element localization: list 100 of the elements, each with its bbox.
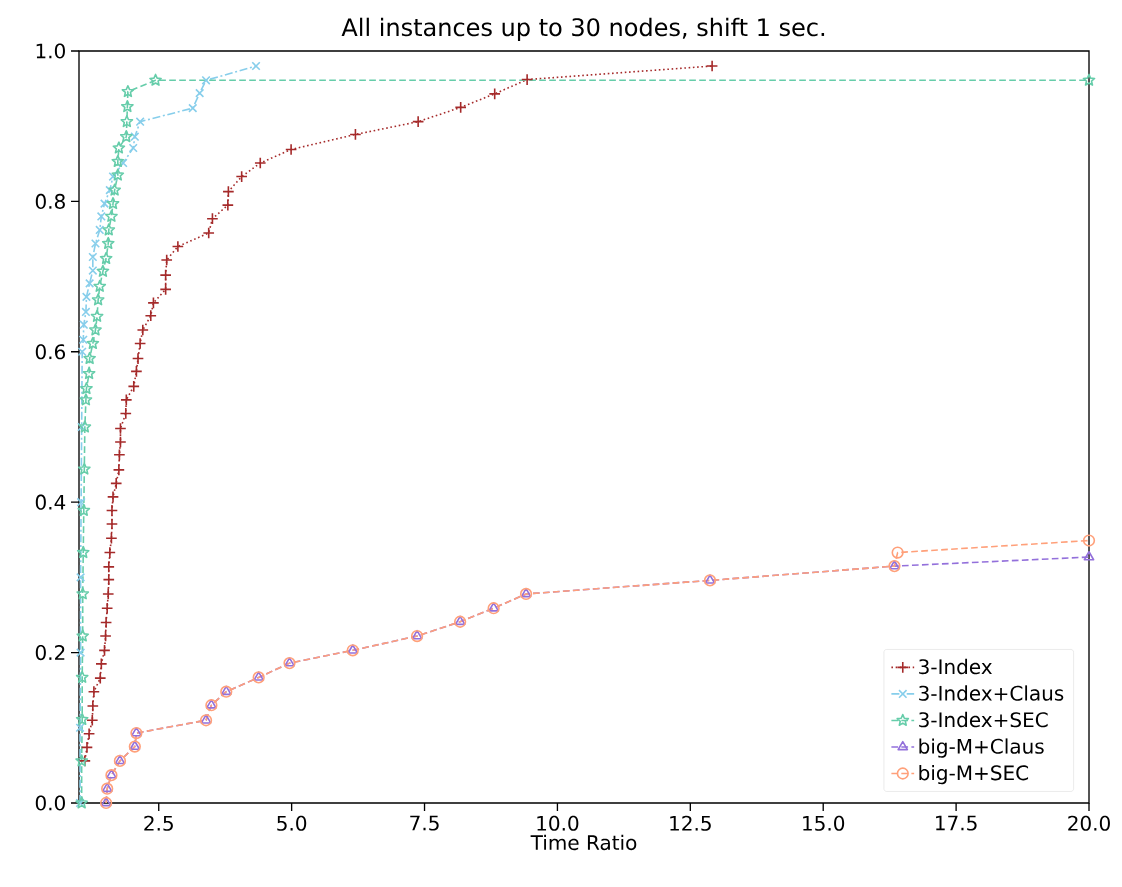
point — [235, 170, 248, 183]
point — [251, 61, 261, 71]
point — [119, 407, 132, 420]
y-tick-label: 0.2 — [35, 645, 65, 661]
chart-title: All instances up to 30 nodes, shift 1 sec. — [341, 17, 825, 41]
point — [75, 796, 89, 809]
point — [121, 84, 135, 98]
point — [134, 337, 147, 350]
point — [102, 560, 115, 573]
point — [891, 546, 904, 559]
point — [284, 143, 298, 156]
point — [95, 225, 105, 235]
x-tick-label: 15.0 — [803, 815, 845, 831]
point — [94, 672, 107, 685]
point — [1082, 73, 1096, 86]
point — [171, 240, 185, 253]
point — [95, 657, 108, 670]
point — [412, 115, 425, 128]
legend-label: 3-Index+SEC — [919, 711, 1048, 728]
point — [159, 268, 172, 282]
point — [705, 59, 719, 73]
point — [99, 251, 113, 265]
point — [80, 381, 93, 395]
point — [105, 517, 119, 531]
point — [120, 115, 134, 128]
point — [88, 266, 98, 276]
point — [106, 196, 120, 210]
point — [77, 347, 87, 357]
y-tick-label: 1.0 — [36, 43, 65, 59]
x-tick-label: 5.0 — [277, 815, 307, 831]
point — [77, 422, 87, 432]
point — [102, 587, 115, 601]
point — [76, 629, 90, 642]
point — [520, 73, 534, 86]
point — [149, 73, 162, 86]
point — [82, 727, 96, 740]
point — [488, 87, 501, 100]
y-tick-label: 0.8 — [35, 193, 65, 209]
point — [88, 252, 98, 262]
point — [113, 448, 126, 461]
point — [76, 497, 86, 507]
point — [78, 335, 88, 345]
legend-label: big-M+Claus — [919, 738, 1044, 758]
point — [76, 587, 90, 600]
point — [76, 545, 90, 559]
point — [96, 211, 106, 221]
point — [80, 741, 94, 754]
point — [201, 75, 211, 85]
point — [195, 88, 205, 98]
x-tick-label: 12.5 — [670, 815, 711, 831]
point — [222, 185, 235, 198]
point — [128, 143, 138, 153]
point — [99, 616, 113, 629]
point — [79, 320, 89, 330]
point — [81, 307, 91, 317]
point — [147, 296, 160, 310]
point — [118, 158, 128, 168]
point — [119, 130, 133, 143]
point — [105, 532, 118, 545]
x-tick-label: 7.5 — [410, 815, 439, 831]
x-tick-label: 10.0 — [537, 815, 579, 831]
point — [105, 209, 118, 222]
point — [76, 648, 86, 658]
point — [120, 393, 133, 407]
point — [99, 629, 112, 643]
point — [114, 435, 127, 449]
point — [221, 199, 234, 212]
point — [1083, 550, 1095, 561]
point — [77, 462, 91, 475]
point — [81, 292, 92, 302]
point — [79, 393, 93, 406]
point — [86, 714, 99, 727]
point — [96, 264, 110, 277]
point — [90, 238, 101, 249]
y-tick-label: 0.4 — [35, 494, 66, 510]
point — [105, 504, 119, 517]
point — [112, 463, 126, 476]
point — [78, 420, 92, 433]
point — [130, 132, 140, 142]
point — [89, 323, 102, 336]
legend-label: 3-Index — [919, 658, 992, 675]
point — [75, 670, 89, 683]
point — [160, 253, 173, 267]
point — [102, 573, 115, 586]
point — [91, 293, 105, 306]
point — [99, 199, 110, 209]
point — [130, 365, 143, 378]
x-axis-title: Time Ratio — [530, 834, 637, 851]
point — [114, 422, 127, 435]
point — [135, 117, 145, 127]
point — [93, 279, 107, 292]
point — [75, 798, 85, 808]
point — [121, 99, 134, 113]
legend-label: big-M+SEC — [919, 764, 1029, 785]
point — [86, 699, 99, 713]
point — [454, 101, 467, 114]
point — [349, 128, 362, 141]
x-tick-label: 17.5 — [936, 815, 977, 831]
point — [82, 366, 96, 380]
point — [75, 723, 85, 733]
